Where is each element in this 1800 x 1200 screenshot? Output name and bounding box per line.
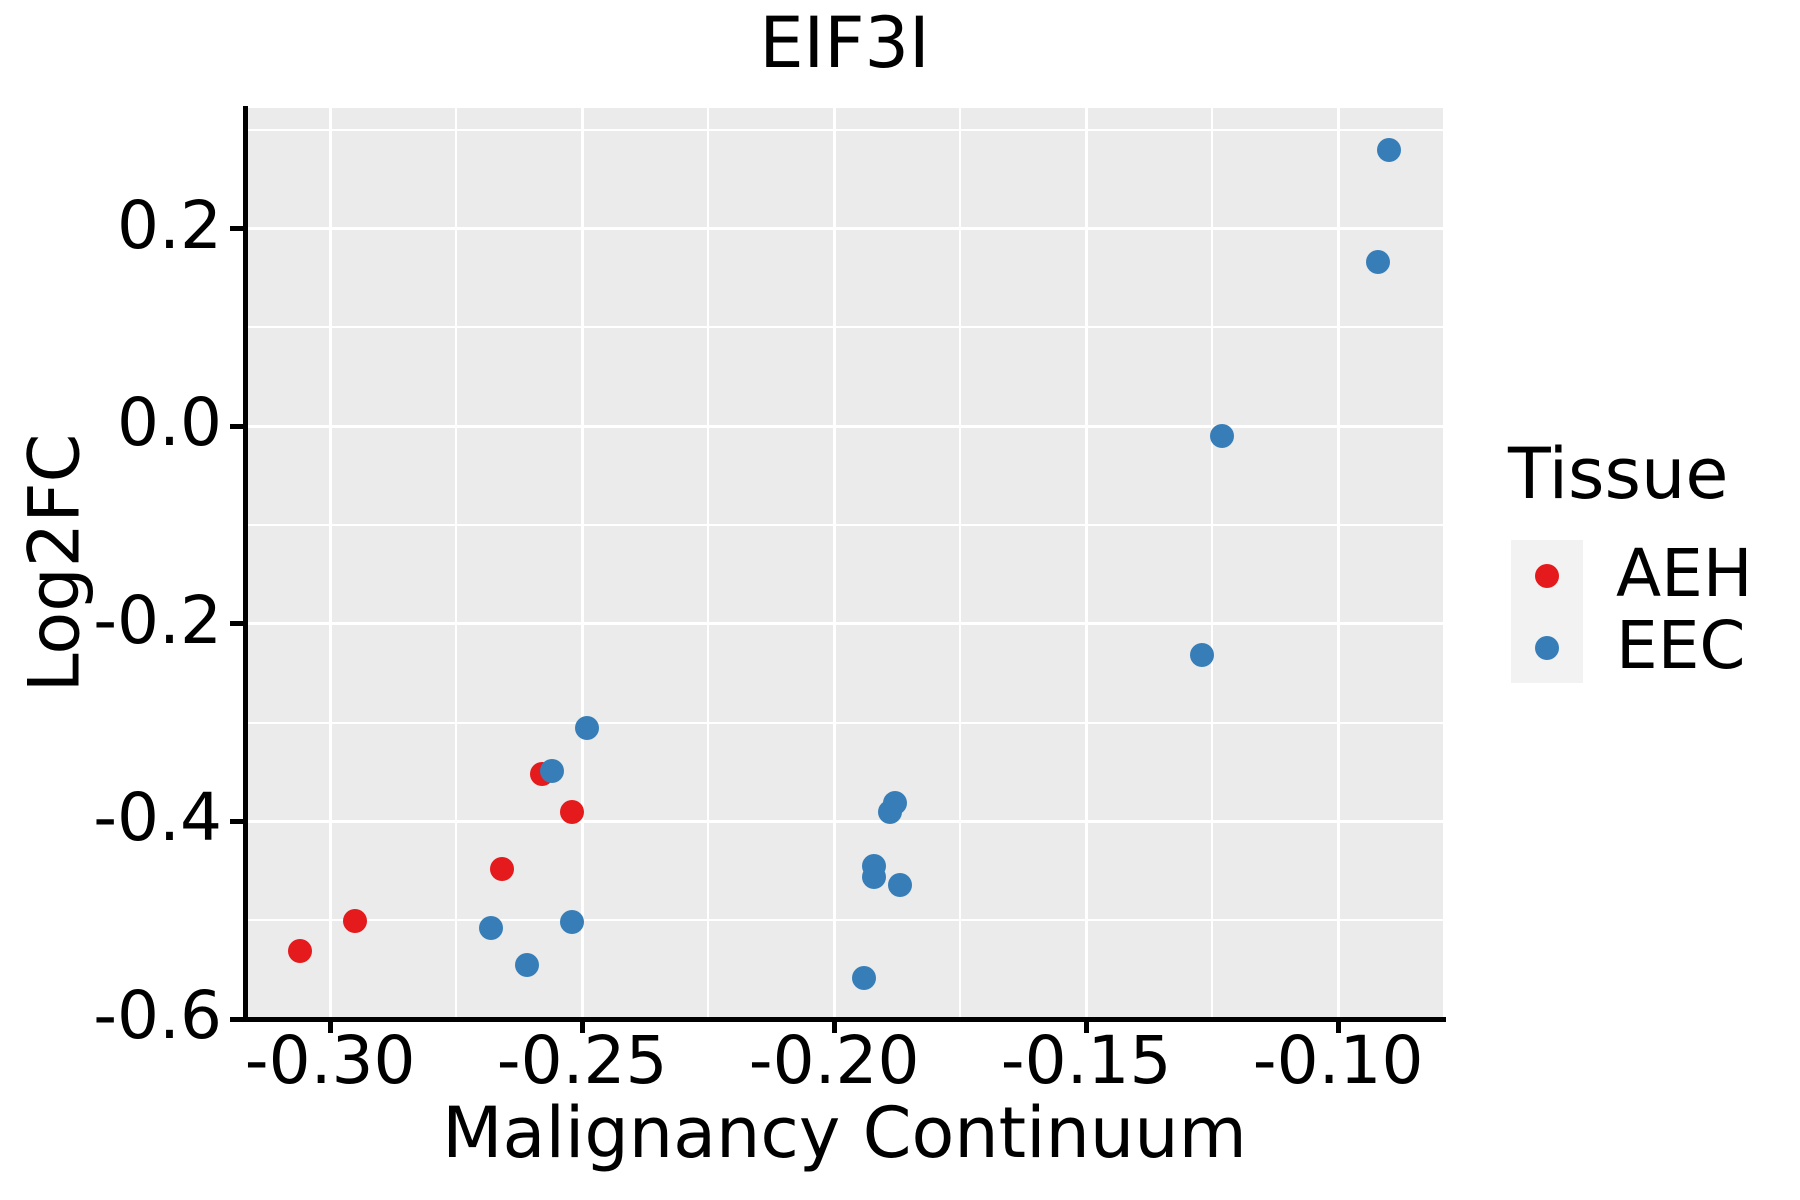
gridline-minor-y [246, 326, 1443, 329]
y-tick-label: 0.0 [117, 384, 222, 462]
legend-dot-eec [1535, 636, 1559, 660]
data-point-aeh [489, 856, 514, 881]
gridline-minor-x [1211, 108, 1214, 1019]
legend-title: Tissue [1508, 433, 1729, 515]
y-tick-label: -0.6 [93, 977, 222, 1054]
y-tick-label: -0.4 [93, 779, 222, 857]
data-point-eec [887, 872, 912, 897]
y-tick-mark [230, 818, 243, 824]
x-tick-label: -0.30 [244, 1022, 416, 1099]
x-tick-label: -0.15 [1000, 1022, 1172, 1099]
y-axis-line [243, 106, 248, 1022]
x-axis-line [243, 1017, 1446, 1022]
x-tick-mark [1083, 1022, 1089, 1033]
x-tick-mark [1335, 1022, 1341, 1033]
y-tick-mark [230, 423, 243, 429]
gridline-minor-y [246, 919, 1443, 922]
data-point-eec [1210, 424, 1235, 449]
legend-label-aeh: AEH [1616, 535, 1753, 612]
gridline-minor-y [246, 128, 1443, 131]
plot-panel [246, 108, 1443, 1019]
x-tick-mark [327, 1022, 333, 1033]
gridline-minor-y [246, 523, 1443, 526]
data-point-aeh [560, 799, 585, 824]
gridline-major-y [246, 622, 1443, 626]
y-tick-mark [230, 226, 243, 232]
data-point-eec [852, 966, 877, 991]
gridline-major-y [246, 424, 1443, 428]
y-tick-label: 0.2 [117, 186, 222, 264]
gridline-minor-x [707, 108, 710, 1019]
data-point-eec [1190, 643, 1215, 668]
gridline-major-x [1336, 108, 1340, 1019]
plot-title: EIF3I [759, 2, 930, 84]
x-axis-title: Malignancy Continuum [442, 1092, 1247, 1174]
legend-label-eec: EEC [1616, 607, 1746, 684]
gridline-minor-x [959, 108, 962, 1019]
data-point-aeh [287, 938, 312, 963]
y-axis-title: Log2FC [13, 433, 96, 693]
gridline-major-x [580, 108, 584, 1019]
gridline-major-x [328, 108, 332, 1019]
data-point-eec [560, 910, 585, 935]
data-point-eec [575, 715, 600, 740]
gridline-major-y [246, 227, 1443, 231]
data-point-eec [1366, 250, 1391, 275]
x-tick-mark [579, 1022, 585, 1033]
data-point-eec [882, 790, 907, 815]
gridline-major-x [832, 108, 836, 1019]
data-point-eec [1376, 138, 1401, 163]
data-point-eec [479, 916, 504, 941]
data-point-eec [539, 758, 564, 783]
gridline-major-x [1084, 108, 1088, 1019]
x-tick-label: -0.10 [1252, 1022, 1424, 1099]
y-tick-mark [230, 1016, 243, 1022]
legend-dot-aeh [1535, 564, 1559, 588]
x-tick-label: -0.20 [748, 1022, 920, 1099]
gridline-major-y [246, 819, 1443, 823]
gridline-minor-y [246, 721, 1443, 724]
y-tick-mark [230, 621, 243, 627]
data-point-eec [514, 952, 539, 977]
x-tick-label: -0.25 [496, 1022, 668, 1099]
gridline-minor-x [455, 108, 458, 1019]
x-tick-mark [831, 1022, 837, 1033]
legend-key-background [1511, 540, 1583, 683]
y-tick-label: -0.2 [93, 581, 222, 659]
data-point-aeh [343, 909, 368, 934]
data-point-eec [862, 864, 887, 889]
